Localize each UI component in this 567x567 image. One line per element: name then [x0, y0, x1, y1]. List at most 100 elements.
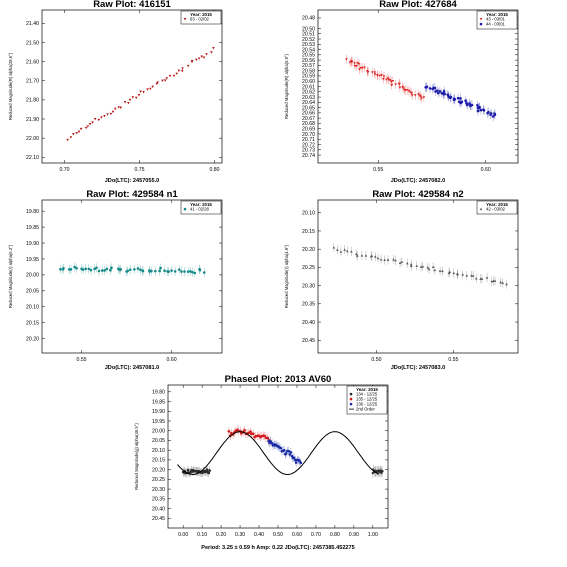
data-point	[394, 83, 397, 86]
y-tick-label: 20.66	[302, 111, 315, 117]
data-point	[167, 270, 170, 273]
legend-marker	[349, 392, 353, 396]
data-point	[186, 64, 190, 68]
data-point	[464, 99, 467, 102]
y-tick-label: 19.85	[152, 399, 165, 405]
data-point	[493, 279, 497, 282]
y-tick-label: 20.72	[302, 142, 315, 148]
data-point	[355, 65, 358, 68]
x-axis-label: JDo(LTC): 2457081.0	[105, 365, 160, 371]
data-point	[370, 254, 374, 257]
y-tick-label: 21.80	[26, 98, 39, 104]
data-point	[474, 277, 478, 280]
data-point	[382, 77, 385, 81]
chart-title: Raw Plot: 427684	[379, 0, 457, 10]
data-point	[198, 268, 202, 272]
data-point	[91, 121, 94, 124]
data-point	[151, 85, 154, 88]
data-point	[466, 103, 469, 107]
data-point	[405, 89, 409, 92]
data-point	[88, 122, 92, 126]
y-tick-label: 20.56	[302, 58, 315, 64]
x-tick-label: 0.55	[373, 167, 383, 173]
y-tick-label: 20.55	[302, 53, 315, 59]
data-point	[401, 86, 404, 89]
y-tick-label: 20.65	[302, 105, 315, 111]
data-point	[288, 453, 292, 456]
data-point	[165, 77, 169, 80]
data-point	[119, 267, 123, 271]
data-point	[383, 258, 386, 262]
x-tick-label: 0.55	[448, 357, 458, 363]
data-point	[69, 136, 73, 139]
data-point	[75, 266, 78, 270]
data-point	[386, 77, 390, 80]
data-point	[163, 269, 166, 273]
data-point	[398, 86, 402, 89]
plot-frame	[317, 9, 519, 164]
data-point	[378, 74, 382, 78]
y-tick-label: 20.30	[302, 283, 315, 289]
chart-title: Phased Plot: 2013 AV60	[225, 374, 332, 385]
x-tick-label: 0.60	[481, 167, 491, 173]
x-tick-label: 0.40	[254, 532, 264, 538]
data-point	[117, 106, 120, 109]
y-tick-label: 20.60	[302, 79, 315, 85]
data-point	[348, 61, 352, 64]
data-point	[426, 266, 430, 269]
fit-curve	[177, 431, 379, 476]
y-tick-label: 21.70	[26, 79, 39, 85]
data-point	[448, 270, 452, 273]
data-point	[356, 62, 360, 65]
y-tick-label: 19.90	[26, 241, 39, 247]
data-point	[197, 57, 201, 60]
data-point	[113, 107, 117, 111]
y-tick-label: 20.45	[152, 516, 165, 522]
data-point	[386, 258, 390, 261]
data-point	[350, 60, 353, 64]
data-point	[156, 81, 159, 84]
y-axis-label: Reduced Magnitude(R) alpha(28.6°)	[8, 52, 13, 120]
y-axis-label: Reduced Magnitude(g) alpha(46.5°)	[134, 423, 139, 490]
data-point	[66, 138, 69, 142]
legend-marker	[479, 207, 483, 211]
legend-marker	[183, 207, 187, 211]
data-point	[373, 71, 376, 74]
y-tick-label: 20.70	[302, 132, 315, 138]
data-point	[163, 79, 167, 82]
data-point	[478, 106, 481, 110]
data-point	[398, 82, 401, 86]
data-point	[177, 69, 181, 73]
chart-title: Raw Plot: 429584 n1	[86, 189, 178, 200]
x-axis-label: JDo(LTC): 2457055.0	[105, 178, 160, 184]
data-point	[139, 90, 142, 93]
data-point	[459, 97, 462, 100]
chart-panel-4: Raw Plot: 429584 n2 0.50 0.55 20.10 20.15 20.…	[284, 189, 519, 371]
data-point	[227, 430, 231, 433]
y-tick-label: 20.15	[26, 321, 39, 327]
data-point	[356, 254, 359, 257]
data-point	[407, 89, 411, 93]
data-point	[148, 269, 151, 272]
series-1	[66, 47, 215, 142]
legend-header: Year: 2015	[356, 387, 378, 392]
x-tick-label: 0.80	[330, 532, 340, 538]
data-point	[86, 125, 90, 128]
data-point	[294, 461, 298, 464]
x-tick-label: 0.70	[59, 167, 69, 173]
series-3	[267, 436, 303, 468]
y-tick-label: 20.68	[302, 121, 315, 127]
y-tick-label: 20.35	[152, 497, 165, 503]
data-point	[168, 74, 172, 78]
chart-panel-5: Phased Plot: 2013 AV60 0.00 0.10 0.20 0.30 0.…	[134, 374, 389, 551]
data-point	[119, 106, 123, 109]
plot-frame	[41, 199, 223, 354]
data-point	[353, 62, 356, 65]
data-point	[97, 118, 101, 122]
y-tick-label: 22.10	[26, 155, 39, 161]
data-point	[131, 96, 135, 99]
data-point	[93, 117, 97, 121]
data-point	[251, 432, 255, 436]
y-tick-label: 20.58	[302, 68, 315, 74]
